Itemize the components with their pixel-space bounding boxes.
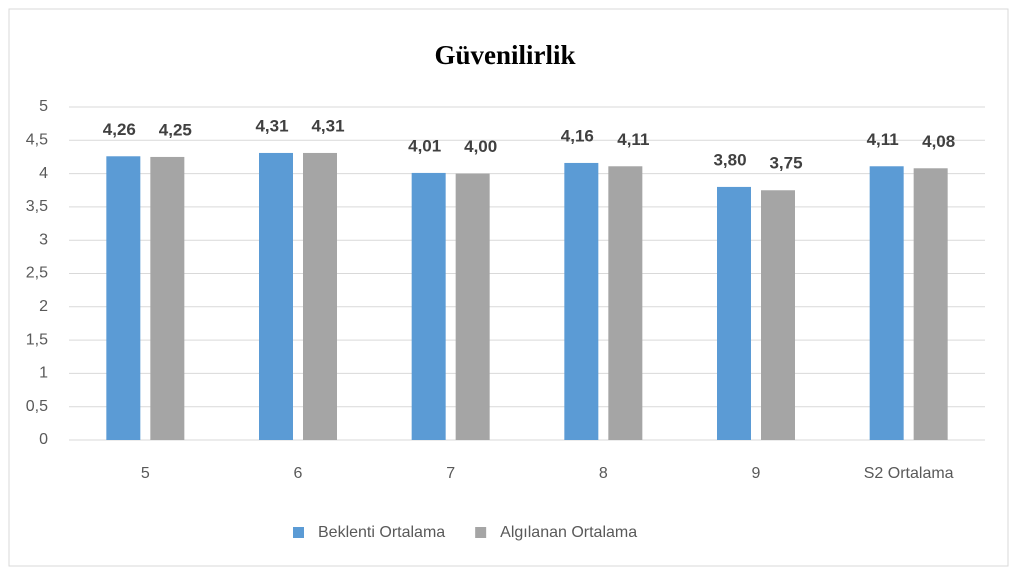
value-label: 3,75 [769, 154, 802, 173]
x-tick-label: 9 [752, 465, 761, 482]
bar [259, 152, 293, 441]
bar [608, 166, 643, 441]
y-tick-label: 1 [39, 365, 48, 382]
y-tick-label: 3,5 [26, 198, 48, 215]
x-tick-label: 7 [446, 465, 455, 482]
y-tick-label: 4 [39, 165, 48, 182]
bar [455, 173, 490, 440]
value-label: 4,31 [255, 116, 288, 135]
value-label: 4,01 [408, 136, 441, 155]
value-label: 4,25 [159, 120, 192, 139]
y-tick-label: 3 [39, 231, 48, 248]
y-tick-label: 2,5 [26, 265, 48, 282]
x-tick-label: 5 [141, 465, 150, 482]
bar [761, 190, 795, 440]
y-tick-label: 1,5 [26, 331, 48, 348]
bar [717, 186, 751, 440]
y-tick-label: 2 [39, 298, 48, 315]
value-label: 3,80 [713, 150, 746, 169]
value-label: 4,08 [922, 132, 955, 151]
bar [411, 172, 446, 440]
x-tick-label: S2 Ortalama [864, 465, 954, 482]
bar [564, 162, 599, 440]
y-tick-label: 5 [39, 98, 48, 115]
y-tick-label: 4,5 [26, 132, 48, 149]
bar [303, 152, 337, 441]
value-label: 4,11 [867, 130, 899, 149]
y-tick-label: 0 [39, 431, 48, 448]
bar [869, 166, 904, 441]
value-label: 4,31 [311, 116, 344, 135]
legend-label: Beklenti Ortalama [318, 524, 445, 541]
bar [150, 156, 185, 440]
value-label: 4,26 [103, 120, 136, 139]
bar [913, 168, 948, 440]
value-label: 4,11 [617, 130, 649, 149]
x-tick-label: 6 [294, 465, 303, 482]
y-tick-label: 0,5 [26, 398, 48, 415]
legend-label: Algılanan Ortalama [500, 524, 637, 541]
legend-swatch [293, 527, 304, 538]
value-label: 4,16 [561, 126, 594, 145]
value-label: 4,00 [464, 137, 497, 156]
x-tick-label: 8 [599, 465, 608, 482]
chart-title: Güvenilirlik [434, 40, 575, 70]
bar [106, 156, 141, 440]
legend-swatch [475, 527, 487, 538]
